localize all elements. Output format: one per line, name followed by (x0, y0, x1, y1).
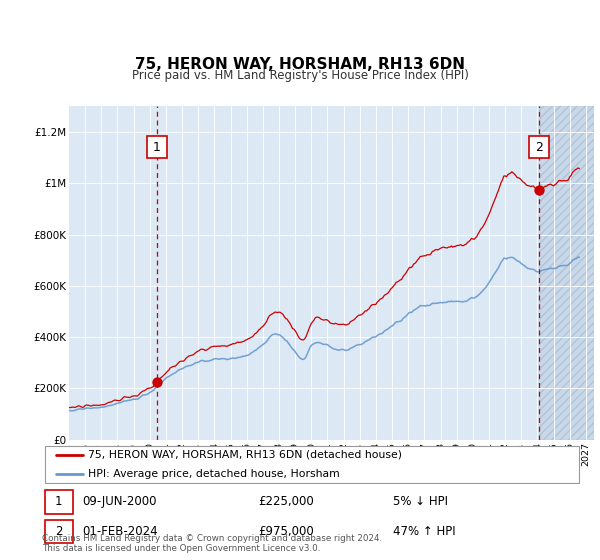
Text: 09-JUN-2000: 09-JUN-2000 (83, 496, 157, 508)
Bar (539, 106, 594, 440)
FancyBboxPatch shape (147, 137, 167, 158)
Point (534, 185, 544, 194)
Text: 1: 1 (153, 141, 161, 153)
FancyBboxPatch shape (529, 137, 549, 158)
Text: 5% ↓ HPI: 5% ↓ HPI (393, 496, 448, 508)
Text: 2: 2 (55, 525, 62, 538)
Text: £975,000: £975,000 (258, 525, 314, 538)
Text: 1: 1 (55, 496, 62, 508)
Text: 01-FEB-2024: 01-FEB-2024 (83, 525, 158, 538)
Text: 2: 2 (535, 141, 542, 153)
FancyBboxPatch shape (45, 520, 73, 543)
Text: HPI: Average price, detached house, Horsham: HPI: Average price, detached house, Hors… (88, 469, 340, 478)
Point (152, 377, 161, 386)
Text: 75, HERON WAY, HORSHAM, RH13 6DN: 75, HERON WAY, HORSHAM, RH13 6DN (135, 57, 465, 72)
Text: £225,000: £225,000 (258, 496, 314, 508)
FancyBboxPatch shape (45, 490, 73, 514)
Text: 75, HERON WAY, HORSHAM, RH13 6DN (detached house): 75, HERON WAY, HORSHAM, RH13 6DN (detach… (88, 450, 402, 460)
Text: Price paid vs. HM Land Registry's House Price Index (HPI): Price paid vs. HM Land Registry's House … (131, 69, 469, 82)
FancyBboxPatch shape (45, 446, 580, 483)
Text: Contains HM Land Registry data © Crown copyright and database right 2024.
This d: Contains HM Land Registry data © Crown c… (42, 534, 382, 553)
Text: 47% ↑ HPI: 47% ↑ HPI (393, 525, 455, 538)
